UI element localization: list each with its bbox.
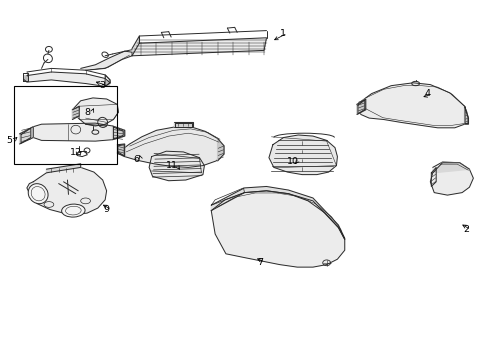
Polygon shape [117,144,124,157]
Polygon shape [23,72,110,86]
Polygon shape [46,164,81,173]
Polygon shape [20,123,124,141]
Text: 6: 6 [133,154,139,163]
Polygon shape [72,98,118,126]
Polygon shape [117,127,224,167]
Text: 2: 2 [462,225,468,234]
Text: 5: 5 [6,136,12,145]
Polygon shape [81,51,132,70]
Polygon shape [356,83,468,128]
Text: 12: 12 [70,148,81,157]
Polygon shape [432,163,468,173]
Text: 8: 8 [84,108,90,117]
Polygon shape [211,186,344,239]
Polygon shape [211,191,344,267]
Bar [14,86,117,164]
Polygon shape [27,167,106,214]
Polygon shape [217,139,224,161]
Polygon shape [464,106,468,124]
Text: 1: 1 [279,29,285,37]
Polygon shape [356,99,365,114]
Text: 7: 7 [257,258,263,266]
Polygon shape [72,106,79,120]
Polygon shape [112,126,124,140]
Polygon shape [268,135,337,175]
Polygon shape [173,122,193,127]
Ellipse shape [61,204,85,217]
Polygon shape [429,162,472,195]
Polygon shape [20,127,33,144]
Text: 4: 4 [424,89,430,98]
Text: 10: 10 [286,157,298,166]
Polygon shape [132,38,266,56]
Text: 11: 11 [166,161,178,170]
Ellipse shape [28,184,48,204]
Text: 9: 9 [103,205,109,214]
Text: 3: 3 [100,81,105,90]
Polygon shape [132,36,139,56]
Polygon shape [149,151,204,181]
